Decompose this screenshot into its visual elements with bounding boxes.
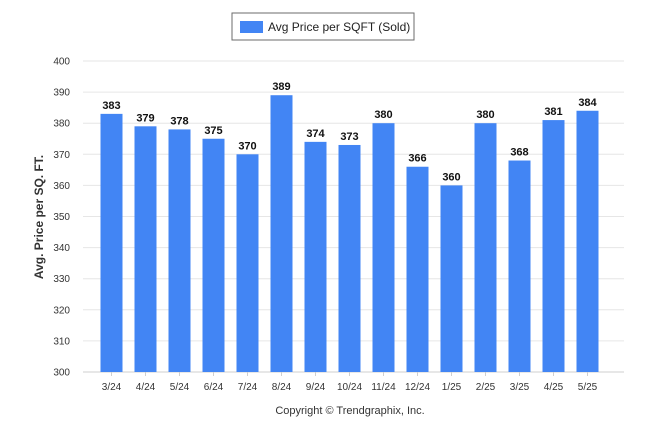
x-tick-label-2-25: 2/25 xyxy=(476,382,496,393)
bar-6-24 xyxy=(202,138,225,372)
y-tick-label: 340 xyxy=(53,243,70,254)
data-label-6-24: 375 xyxy=(204,125,222,137)
bar-8-24 xyxy=(270,95,293,373)
bar-5-24 xyxy=(168,129,191,372)
x-tick-label-8-24: 8/24 xyxy=(272,382,292,393)
x-tick-label-12-24: 12/24 xyxy=(405,382,430,393)
x-tick-label-5-25: 5/25 xyxy=(578,382,598,393)
y-tick-label: 330 xyxy=(53,274,70,285)
bar-3-24 xyxy=(100,113,123,373)
copyright-footer: Copyright © Trendgraphix, Inc. xyxy=(275,405,424,417)
data-label-10-24: 373 xyxy=(340,131,358,143)
bar-10-24 xyxy=(338,144,361,372)
data-label-2-25: 380 xyxy=(476,109,494,121)
legend: Avg Price per SQFT (Sold) xyxy=(231,12,415,41)
data-label-4-24: 379 xyxy=(136,112,154,124)
bar-12-24 xyxy=(406,166,429,372)
x-tick-label-4-25: 4/25 xyxy=(544,382,564,393)
x-tick-label-9-24: 9/24 xyxy=(306,382,326,393)
x-tick-label-7-24: 7/24 xyxy=(238,382,258,393)
y-tick-label: 350 xyxy=(53,212,70,223)
x-tick-label-3-25: 3/25 xyxy=(510,382,530,393)
y-axis-ticks: 300 310 320 330 340 350 360 370 380 390 400 xyxy=(53,57,70,379)
data-label-5-25: 384 xyxy=(578,97,597,109)
y-tick-label: 320 xyxy=(53,305,70,316)
bar-4-24 xyxy=(134,126,157,372)
y-tick-label: 380 xyxy=(53,119,70,130)
y-tick-label: 300 xyxy=(53,368,70,379)
bar-1-25 xyxy=(440,185,463,372)
data-label-4-25: 381 xyxy=(544,106,562,118)
x-tick-label-5-24: 5/24 xyxy=(170,382,190,393)
bar-3-25 xyxy=(508,160,531,372)
data-label-3-25: 368 xyxy=(510,147,528,159)
data-label-9-24: 374 xyxy=(306,128,325,140)
data-label-1-25: 360 xyxy=(442,171,460,183)
bar-4-25 xyxy=(542,120,565,372)
bar-7-24 xyxy=(236,154,259,372)
x-tick-label-11-24: 11/24 xyxy=(371,382,396,393)
y-tick-label: 360 xyxy=(53,181,70,192)
y-tick-label: 370 xyxy=(53,150,70,161)
x-tick-label-1-25: 1/25 xyxy=(442,382,462,393)
bar-11-24 xyxy=(372,123,395,372)
y-axis-title: Avg. Price per SQ. FT. xyxy=(32,155,46,279)
legend-label: Avg Price per SQFT (Sold) xyxy=(268,20,410,34)
bar-2-25 xyxy=(474,123,497,372)
legend-swatch xyxy=(240,21,263,33)
bars xyxy=(100,95,599,373)
bar-5-25 xyxy=(576,110,599,372)
x-tick-label-3-24: 3/24 xyxy=(102,382,122,393)
x-tick-label-6-24: 6/24 xyxy=(204,382,224,393)
y-tick-label: 400 xyxy=(53,57,70,68)
bar-9-24 xyxy=(304,141,327,372)
x-tick-label-4-24: 4/24 xyxy=(136,382,156,393)
y-tick-label: 310 xyxy=(53,336,70,347)
data-label-5-24: 378 xyxy=(170,115,188,127)
x-tick-label-10-24: 10/24 xyxy=(337,382,362,393)
x-axis-ticks: 3/24 4/24 5/24 6/24 7/24 8/24 9/24 10/24 11/24 12… xyxy=(102,372,598,393)
data-label-11-24: 380 xyxy=(374,109,392,121)
data-label-8-24: 389 xyxy=(272,81,290,93)
data-label-3-24: 383 xyxy=(102,100,120,112)
data-label-7-24: 370 xyxy=(238,140,256,152)
y-tick-label: 390 xyxy=(53,88,70,99)
data-label-12-24: 366 xyxy=(408,153,426,165)
data-labels: 383 379 378 375 370 389 374 373 380 366 360 380 368 3… xyxy=(102,81,597,183)
